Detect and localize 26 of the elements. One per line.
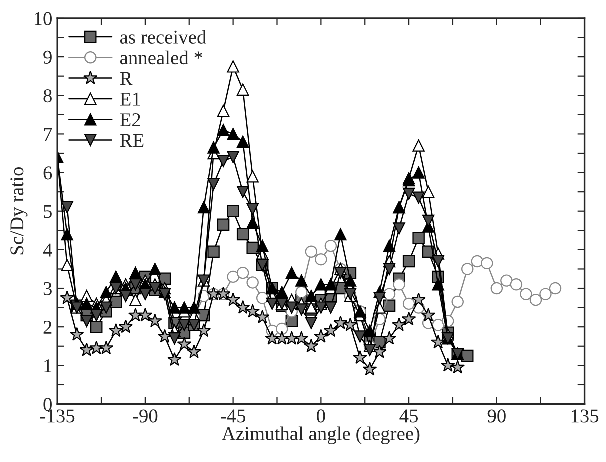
legend-label: E2 bbox=[120, 114, 140, 126]
x-tick-label: -135 bbox=[40, 410, 75, 423]
x-tick-label: -45 bbox=[221, 410, 246, 423]
y-axis-title: Sc/Dy ratio bbox=[10, 168, 28, 255]
legend-label: annealed * bbox=[120, 50, 203, 65]
y-tick-label: 2 bbox=[44, 320, 52, 334]
y-tick-label: 6 bbox=[44, 166, 52, 180]
y-tick-label: 5 bbox=[44, 205, 52, 218]
legend-label: RE bbox=[120, 134, 144, 148]
legend-label: R bbox=[120, 72, 133, 86]
x-axis-title: Azimuthal angle (degree) bbox=[222, 426, 420, 444]
x-tick-label: 45 bbox=[400, 410, 418, 423]
x-tick-label: -90 bbox=[133, 410, 158, 423]
y-tick-label: 8 bbox=[44, 89, 52, 103]
y-tick-label: 7 bbox=[44, 128, 52, 141]
y-tick-label: 0 bbox=[44, 398, 52, 412]
legend-label: E1 bbox=[120, 92, 140, 106]
x-tick-label: 135 bbox=[572, 410, 599, 423]
y-tick-label: 4 bbox=[43, 244, 52, 257]
x-tick-label: 90 bbox=[488, 410, 506, 423]
y-tick-label: 9 bbox=[44, 50, 52, 64]
y-tick-label: 1 bbox=[44, 360, 52, 372]
x-tick-label: 0 bbox=[317, 410, 326, 423]
y-tick-label: 10 bbox=[34, 12, 52, 26]
legend-label: as received bbox=[120, 30, 206, 44]
y-tick-label: 3 bbox=[44, 282, 52, 296]
